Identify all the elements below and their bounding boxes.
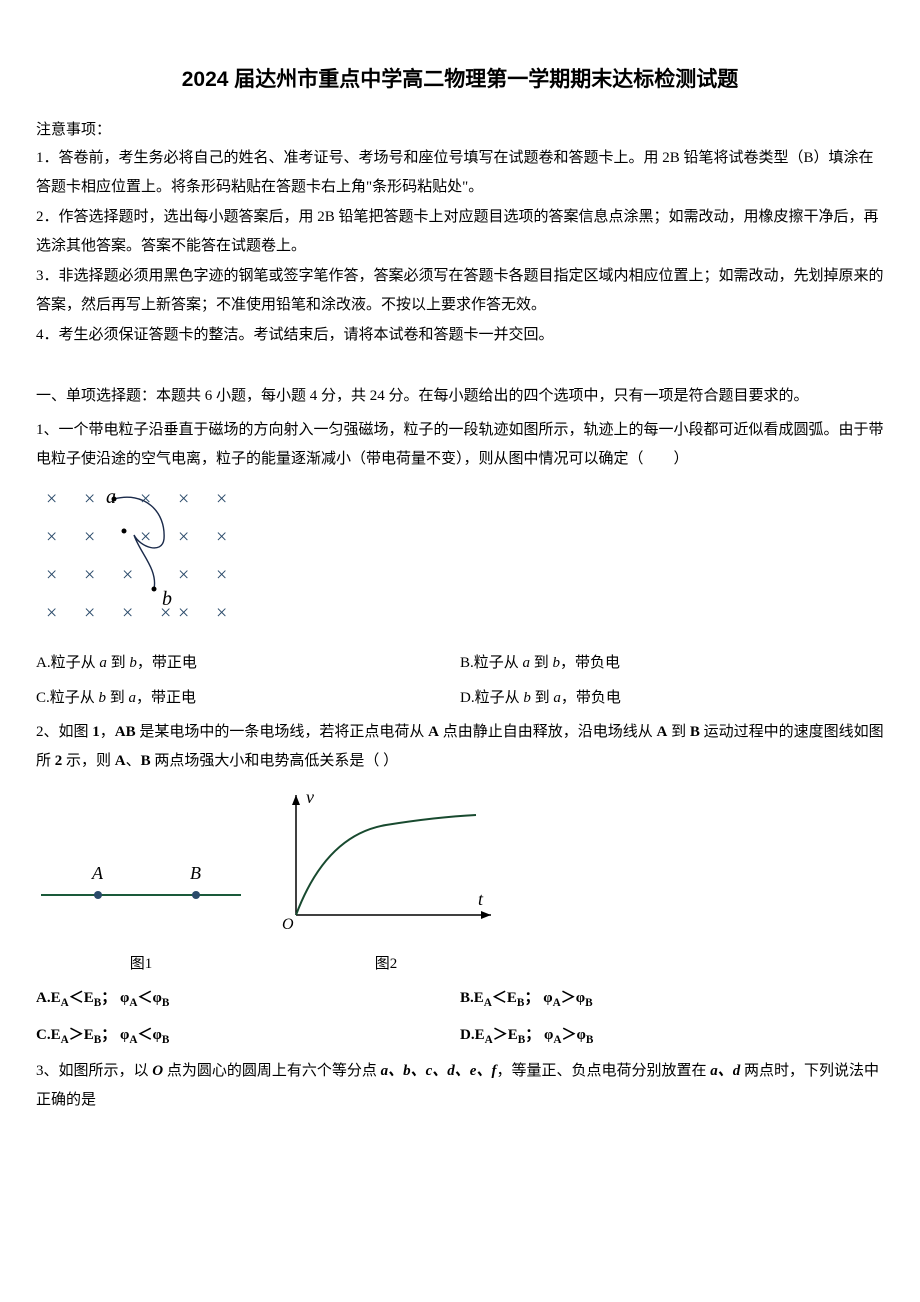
label-A: A — [91, 863, 104, 883]
svg-text:×: × — [122, 564, 133, 586]
figure-q2-right: v t O 图2 — [266, 785, 506, 978]
question-2-stem: 2、如图 1，AB 是某电场中的一条电场线，若将正点电荷从 A 点由静止自由释放… — [36, 718, 884, 775]
q1-options-row-1: A.粒子从 a 到 b，带正电 B.粒子从 a 到 b，带负电 — [36, 649, 884, 678]
svg-text:×: × — [178, 488, 189, 510]
figure-q2: A B 图1 v t O 图2 — [36, 785, 884, 978]
fig2-label: 图2 — [266, 950, 506, 979]
label-t: t — [478, 889, 484, 909]
q2-option-c: C.EA＞EB； φA＜φB — [36, 1021, 460, 1051]
figure-q1: ×× a ××× ×× ××× ××× ×× ××× ××× b — [36, 481, 884, 641]
svg-text:×: × — [216, 564, 227, 586]
notice-4: 4．考生必须保证答题卡的整洁。考试结束后，请将本试卷和答题卡一并交回。 — [36, 321, 884, 350]
notice-header: 注意事项： — [36, 116, 884, 145]
q1-option-d: D.粒子从 b 到 a，带负电 — [460, 684, 884, 713]
svg-text:×: × — [216, 488, 227, 510]
svg-text:×: × — [46, 526, 57, 548]
q1-options-row-2: C.粒子从 b 到 a，带正电 D.粒子从 b 到 a，带负电 — [36, 684, 884, 713]
svg-text:×: × — [140, 488, 151, 510]
svg-text:×: × — [178, 526, 189, 548]
svg-text:×: × — [178, 602, 189, 624]
section-1-header: 一、单项选择题：本题共 6 小题，每小题 4 分，共 24 分。在每小题给出的四… — [36, 382, 884, 411]
notice-2: 2．作答选择题时，选出每小题答案后，用 2B 铅笔把答题卡上对应题目选项的答案信… — [36, 203, 884, 260]
q1-option-c: C.粒子从 b 到 a，带正电 — [36, 684, 460, 713]
q2-options-row-2: C.EA＞EB； φA＜φB D.EA＞EB； φA＞φB — [36, 1021, 884, 1051]
question-3-stem: 3、如图所示，以 O 点为圆心的圆周上有六个等分点 a、b、c、d、e、f，等量… — [36, 1057, 884, 1114]
svg-text:×: × — [84, 602, 95, 624]
label-B: B — [190, 863, 201, 883]
q1-option-b: B.粒子从 a 到 b，带负电 — [460, 649, 884, 678]
q2-option-a: A.EA＜EB； φA＜φB — [36, 984, 460, 1014]
fig1-label: 图1 — [36, 950, 246, 979]
q2-option-b: B.EA＜EB； φA＞φB — [460, 984, 884, 1014]
svg-text:×: × — [84, 564, 95, 586]
label-O: O — [282, 916, 294, 933]
svg-text:×: × — [140, 526, 151, 548]
q2-option-d: D.EA＞EB； φA＞φB — [460, 1021, 884, 1051]
label-v: v — [306, 787, 314, 807]
question-1-stem: 1、一个带电粒子沿垂直于磁场的方向射入一匀强磁场，粒子的一段轨迹如图所示，轨迹上… — [36, 416, 884, 473]
svg-text:×: × — [122, 602, 133, 624]
svg-text:×: × — [46, 602, 57, 624]
svg-text:×: × — [84, 526, 95, 548]
svg-text:b: b — [162, 588, 172, 610]
q1-option-a: A.粒子从 a 到 b，带正电 — [36, 649, 460, 678]
figure-q2-left: A B 图1 — [36, 825, 246, 978]
notice-3: 3．非选择题必须用黑色字迹的钢笔或签字笔作答，答案必须写在答题卡各题目指定区域内… — [36, 262, 884, 319]
svg-text:×: × — [178, 564, 189, 586]
q2-options-row-1: A.EA＜EB； φA＜φB B.EA＜EB； φA＞φB — [36, 984, 884, 1014]
notice-1: 1．答卷前，考生务必将自己的姓名、准考证号、考场号和座位号填写在试题卷和答题卡上… — [36, 144, 884, 201]
svg-text:×: × — [216, 526, 227, 548]
svg-text:×: × — [84, 488, 95, 510]
page-title: 2024 届达州市重点中学高二物理第一学期期末达标检测试题 — [36, 60, 884, 100]
svg-text:×: × — [46, 488, 57, 510]
svg-text:×: × — [216, 602, 227, 624]
svg-text:×: × — [46, 564, 57, 586]
q1-diagram: ×× a ××× ×× ××× ××× ×× ××× ××× b — [36, 481, 246, 641]
